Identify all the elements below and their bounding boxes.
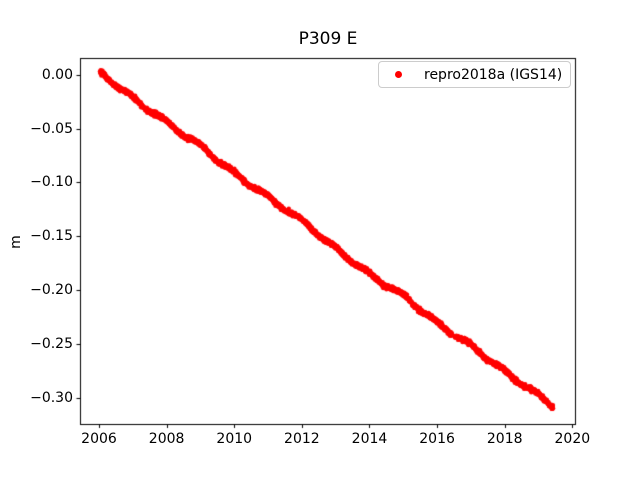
y-tick-label: −0.10: [30, 174, 73, 191]
y-tick-label: −0.05: [30, 120, 73, 137]
x-tick-label: 2010: [216, 431, 253, 447]
legend-entry-label: repro2018a (IGS14): [424, 66, 563, 83]
legend-dot-icon: [395, 71, 402, 78]
x-tick-label: 2014: [351, 431, 388, 447]
y-tick-label: −0.20: [30, 282, 73, 298]
x-tick-label: 2020: [554, 431, 591, 447]
y-tick-label: −0.15: [30, 228, 73, 245]
x-tick-label: 2008: [148, 431, 185, 447]
x-tick-label: 2012: [284, 431, 320, 447]
x-tick-label: 2018: [486, 431, 523, 447]
chart-title: P309 E: [298, 29, 358, 49]
legend: repro2018a (IGS14): [378, 61, 571, 88]
y-tick-label: 0.00: [41, 66, 73, 83]
x-tick-label: 2006: [81, 431, 117, 447]
y-tick-label: −0.25: [30, 335, 73, 352]
y-tick-label: −0.30: [30, 389, 73, 406]
x-tick-label: 2016: [419, 431, 455, 447]
